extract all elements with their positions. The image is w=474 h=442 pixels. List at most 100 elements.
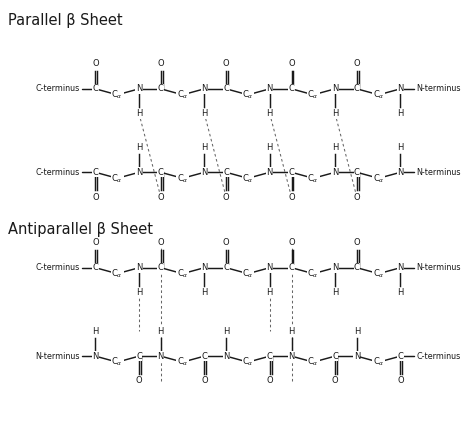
Text: C$_\alpha$: C$_\alpha$ xyxy=(308,267,319,280)
Text: C$_\alpha$: C$_\alpha$ xyxy=(177,267,189,280)
Text: H: H xyxy=(201,288,208,297)
Text: N: N xyxy=(332,84,338,93)
Text: C$_\alpha$: C$_\alpha$ xyxy=(177,172,189,184)
Text: O: O xyxy=(136,377,142,385)
Text: N: N xyxy=(201,263,208,272)
Text: C: C xyxy=(136,352,142,361)
Text: N: N xyxy=(266,84,273,93)
Text: C: C xyxy=(158,263,164,272)
Text: N: N xyxy=(136,168,142,177)
Text: H: H xyxy=(266,109,273,118)
Text: N: N xyxy=(266,263,273,272)
Text: C: C xyxy=(289,263,294,272)
Text: Parallel β Sheet: Parallel β Sheet xyxy=(9,13,123,28)
Text: N: N xyxy=(201,168,208,177)
Text: H: H xyxy=(397,109,404,118)
Text: H: H xyxy=(354,327,360,336)
Text: N: N xyxy=(288,352,295,361)
Text: C: C xyxy=(158,168,164,177)
Text: O: O xyxy=(354,193,360,202)
Text: C$_\alpha$: C$_\alpha$ xyxy=(111,88,123,101)
Text: C-terminus: C-terminus xyxy=(36,84,80,93)
Text: C$_\alpha$: C$_\alpha$ xyxy=(242,172,254,184)
Text: C$_\alpha$: C$_\alpha$ xyxy=(242,88,254,101)
Text: N: N xyxy=(397,84,404,93)
Text: C: C xyxy=(289,168,294,177)
Text: O: O xyxy=(92,238,99,248)
Text: N-terminus: N-terminus xyxy=(35,352,80,361)
Text: N-terminus: N-terminus xyxy=(416,263,461,272)
Text: O: O xyxy=(397,377,404,385)
Text: C: C xyxy=(92,168,99,177)
Text: C: C xyxy=(267,352,273,361)
Text: C$_\alpha$: C$_\alpha$ xyxy=(177,88,189,101)
Text: N: N xyxy=(223,352,229,361)
Text: C$_\alpha$: C$_\alpha$ xyxy=(308,356,319,368)
Text: C: C xyxy=(223,263,229,272)
Text: H: H xyxy=(136,288,142,297)
Text: H: H xyxy=(136,109,142,118)
Text: H: H xyxy=(332,288,338,297)
Text: C$_\alpha$: C$_\alpha$ xyxy=(242,356,254,368)
Text: C: C xyxy=(223,168,229,177)
Text: N: N xyxy=(266,168,273,177)
Text: H: H xyxy=(136,143,142,152)
Text: N: N xyxy=(92,352,99,361)
Text: C$_\alpha$: C$_\alpha$ xyxy=(242,267,254,280)
Text: O: O xyxy=(266,377,273,385)
Text: O: O xyxy=(157,193,164,202)
Text: O: O xyxy=(92,193,99,202)
Text: O: O xyxy=(288,193,295,202)
Text: C: C xyxy=(354,168,360,177)
Text: C: C xyxy=(92,263,99,272)
Text: C$_\alpha$: C$_\alpha$ xyxy=(373,88,384,101)
Text: H: H xyxy=(92,327,99,336)
Text: C$_\alpha$: C$_\alpha$ xyxy=(111,267,123,280)
Text: C: C xyxy=(201,352,207,361)
Text: N: N xyxy=(201,84,208,93)
Text: N: N xyxy=(136,263,142,272)
Text: H: H xyxy=(266,288,273,297)
Text: O: O xyxy=(332,377,338,385)
Text: C-terminus: C-terminus xyxy=(416,352,461,361)
Text: C$_\alpha$: C$_\alpha$ xyxy=(111,172,123,184)
Text: C: C xyxy=(332,352,338,361)
Text: H: H xyxy=(397,288,404,297)
Text: C-terminus: C-terminus xyxy=(36,263,80,272)
Text: O: O xyxy=(354,60,360,69)
Text: O: O xyxy=(157,60,164,69)
Text: C-terminus: C-terminus xyxy=(36,168,80,177)
Text: C$_\alpha$: C$_\alpha$ xyxy=(111,356,123,368)
Text: H: H xyxy=(201,143,208,152)
Text: H: H xyxy=(223,327,229,336)
Text: C: C xyxy=(289,84,294,93)
Text: C: C xyxy=(354,263,360,272)
Text: C$_\alpha$: C$_\alpha$ xyxy=(308,88,319,101)
Text: O: O xyxy=(354,238,360,248)
Text: C: C xyxy=(354,84,360,93)
Text: H: H xyxy=(397,143,404,152)
Text: Antiparallel β Sheet: Antiparallel β Sheet xyxy=(9,222,153,237)
Text: N: N xyxy=(354,352,360,361)
Text: N: N xyxy=(136,84,142,93)
Text: O: O xyxy=(92,60,99,69)
Text: C$_\alpha$: C$_\alpha$ xyxy=(373,267,384,280)
Text: O: O xyxy=(223,238,229,248)
Text: O: O xyxy=(223,60,229,69)
Text: H: H xyxy=(201,109,208,118)
Text: H: H xyxy=(288,327,295,336)
Text: C: C xyxy=(223,84,229,93)
Text: H: H xyxy=(332,143,338,152)
Text: C: C xyxy=(158,84,164,93)
Text: N: N xyxy=(158,352,164,361)
Text: N: N xyxy=(332,168,338,177)
Text: N-terminus: N-terminus xyxy=(416,84,461,93)
Text: N: N xyxy=(397,168,404,177)
Text: C: C xyxy=(398,352,403,361)
Text: C$_\alpha$: C$_\alpha$ xyxy=(308,172,319,184)
Text: O: O xyxy=(223,193,229,202)
Text: O: O xyxy=(157,238,164,248)
Text: C$_\alpha$: C$_\alpha$ xyxy=(373,356,384,368)
Text: O: O xyxy=(201,377,208,385)
Text: H: H xyxy=(332,109,338,118)
